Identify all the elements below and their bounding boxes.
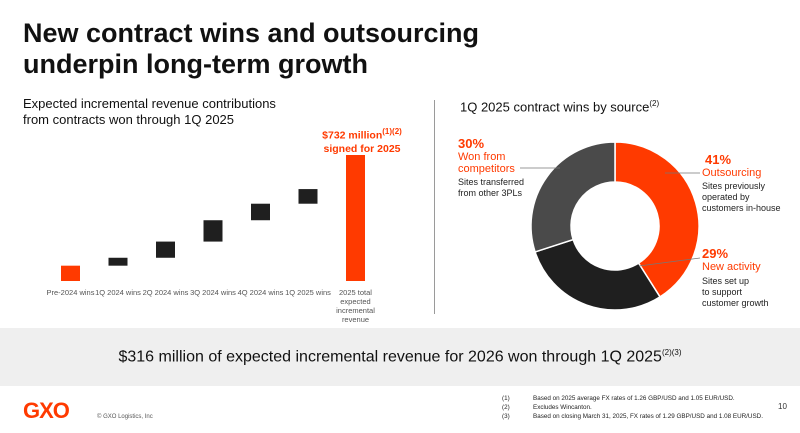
footnote-text: Based on closing March 31, 2025, FX rate… [533,413,763,420]
footnote-number: (3) [502,413,510,420]
donut-subtitle-footnote-ref: (2) [649,99,660,108]
footnote-number: (1) [502,395,510,402]
waterfall-bar [203,220,223,242]
footnote-item: (2) Excludes Wincanton. [502,403,763,412]
footnote-item: (1) Based on 2025 average FX rates of 1.2… [502,394,763,403]
new-activity-desc-line: to support [702,287,743,297]
new-activity-percent: 29% [702,246,729,261]
waterfall-category-label: Pre-2024 wins [47,288,95,297]
summary-banner-text: $316 million of expected incremental rev… [0,348,800,366]
outsourcing-desc-line: customers in-house [702,203,781,213]
waterfall-bar [108,257,128,266]
new-activity-desc-line: Sites set up [702,276,750,286]
footnote-number: (2) [502,404,510,411]
waterfall-category-label: 1Q 2024 wins [95,288,141,297]
summary-banner-footnote-ref: (2)(3) [661,348,682,357]
summary-banner: $316 million of expected incremental rev… [0,328,800,386]
outsourcing-percent: 41% [705,152,732,167]
donut-chart-subtitle: 1Q 2025 contract wins by source(2) [460,96,659,115]
competitors-label: Won from competitors [458,151,515,175]
waterfall-category-label: 2Q 2024 wins [143,288,189,297]
waterfall-bar [298,189,318,204]
waterfall-category-label: 2025 total expected incremental revenue [336,288,375,324]
page-title-line-1: New contract wins and outsourcing [23,18,480,48]
competitors-label-line: competitors [458,163,515,175]
waterfall-category-label: 1Q 2025 wins [285,288,331,297]
outsourcing-desc-line: Sites previously [702,181,766,191]
page-title: New contract wins and outsourcing underp… [23,18,583,80]
total-callout-footnote-ref: (1)(2) [382,127,402,136]
waterfall-bar [251,203,270,221]
section-divider [434,100,435,314]
footnotes: (1) Based on 2025 average FX rates of 1.2… [502,394,763,421]
donut-slice [534,238,662,311]
competitors-desc-line: from other 3PLs [458,188,523,198]
outsourcing-desc-line: operated by [702,192,750,202]
donut-chart [520,141,701,311]
summary-banner-main: $316 million of expected incremental rev… [118,348,662,366]
donut-subtitle-text: 1Q 2025 contract wins by source [460,99,650,115]
footnote-text: Excludes Wincanton. [533,404,592,411]
outsourcing-label: Outsourcing [702,167,762,179]
total-callout-amount: $732 million [322,129,383,142]
page-title-line-2: underpin long-term growth [23,49,368,79]
competitors-label-line: Won from [458,151,506,163]
new-activity-description: Sites set up to support customer growth [702,276,769,309]
competitors-description: Sites transferred from other 3PLs [458,177,524,199]
total-callout: $732 million(1)(2) signed for 2025 [306,125,418,156]
competitors-percent: 30% [458,136,485,151]
footnote-item: (3) Based on closing March 31, 2025, FX r… [502,412,763,421]
waterfall-bar [61,265,80,281]
total-callout-line-2: signed for 2025 [323,142,401,155]
waterfall-category-label: 4Q 2024 wins [238,288,284,297]
gxo-logo-text: GXO [23,398,70,422]
waterfall-category-label: 3Q 2024 wins [190,288,236,297]
donut-slice [530,141,616,253]
waterfall-chart: Pre-2024 wins 1Q 2024 wins 2Q 2024 wins 3Q … [47,155,375,324]
waterfall-subtitle-line-2: from contracts won through 1Q 2025 [23,112,235,127]
copyright-notice: © GXO Logistics, Inc [97,414,153,420]
new-activity-desc-line: customer growth [702,298,769,308]
waterfall-subtitle-line-1: Expected incremental revenue contributio… [23,96,276,111]
outsourcing-description: Sites previously operated by customers i… [702,181,781,214]
footnote-text: Based on 2025 average FX rates of 1.26 G… [533,395,735,402]
new-activity-label: New activity [702,261,761,273]
gxo-logo: GXO [23,398,71,422]
waterfall-bar [156,241,175,258]
competitors-desc-line: Sites transferred [458,177,525,187]
donut-slice [614,141,700,298]
waterfall-bar [346,155,365,281]
new-activity-leader-line [638,257,701,267]
waterfall-chart-subtitle: Expected incremental revenue contributio… [23,96,343,128]
page-number: 10 [778,402,787,411]
